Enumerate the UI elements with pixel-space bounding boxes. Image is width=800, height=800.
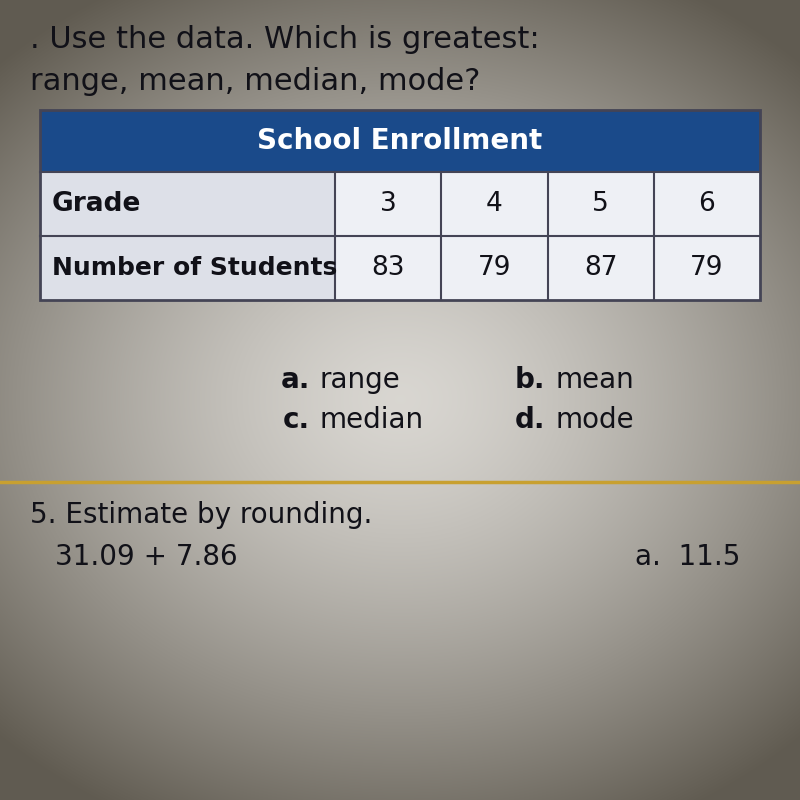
Text: range, mean, median, mode?: range, mean, median, mode? xyxy=(30,67,480,97)
Bar xyxy=(654,236,760,300)
Bar xyxy=(40,110,760,300)
Bar xyxy=(335,236,442,300)
Text: . Use the data. Which is greatest:: . Use the data. Which is greatest: xyxy=(30,26,540,54)
Text: 87: 87 xyxy=(584,255,618,281)
Bar xyxy=(547,236,654,300)
Text: c.: c. xyxy=(283,406,310,434)
Text: 79: 79 xyxy=(478,255,511,281)
Text: range: range xyxy=(320,366,401,394)
Text: mean: mean xyxy=(555,366,634,394)
Text: median: median xyxy=(320,406,424,434)
Text: d.: d. xyxy=(514,406,545,434)
Text: a.: a. xyxy=(281,366,310,394)
Text: 5: 5 xyxy=(592,191,609,217)
Text: 31.09 + 7.86: 31.09 + 7.86 xyxy=(55,543,238,571)
Text: mode: mode xyxy=(555,406,634,434)
Bar xyxy=(547,172,654,236)
Text: Grade: Grade xyxy=(52,191,142,217)
Text: 79: 79 xyxy=(690,255,724,281)
Bar xyxy=(40,110,760,172)
Text: Number of Students: Number of Students xyxy=(52,256,338,280)
Bar xyxy=(442,236,547,300)
Text: 6: 6 xyxy=(698,191,715,217)
Bar xyxy=(442,172,547,236)
Text: 5. Estimate by rounding.: 5. Estimate by rounding. xyxy=(30,501,372,529)
Bar xyxy=(335,172,442,236)
Text: 83: 83 xyxy=(371,255,405,281)
Bar xyxy=(654,172,760,236)
Text: 3: 3 xyxy=(380,191,397,217)
Bar xyxy=(40,236,335,300)
Bar xyxy=(40,172,335,236)
Text: a.  11.5: a. 11.5 xyxy=(634,543,740,571)
Text: School Enrollment: School Enrollment xyxy=(258,127,542,155)
Text: b.: b. xyxy=(514,366,545,394)
Text: 4: 4 xyxy=(486,191,502,217)
